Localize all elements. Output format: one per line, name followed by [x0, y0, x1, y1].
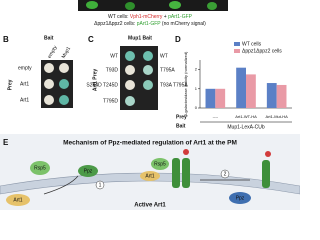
x-tick-label: Art1-Mut-HA: [266, 114, 289, 119]
colony-spot: [125, 80, 135, 90]
bar-chart: 0 1 2 ---- Art1-WT-HA Art1-Mut-HA WT cellsΔppz…: [195, 41, 292, 119]
ubiquitin: [183, 149, 189, 155]
transporter: [172, 158, 180, 188]
bar: [266, 83, 277, 108]
row-label: Art1: [20, 97, 29, 103]
ubiquitin: [265, 151, 271, 157]
colony-spot: [125, 65, 135, 75]
row-label: Art1: [20, 81, 29, 87]
row-label: T93A T795A: [160, 82, 188, 88]
caption-note: (no mCherry signal): [162, 21, 206, 27]
caption-mcherry: Vph1-mCherry: [130, 14, 163, 20]
bar: [246, 74, 256, 108]
cell: [207, 2, 217, 10]
row-label: S244D T245D: [86, 82, 118, 88]
step-marker: [220, 169, 230, 179]
row-label: T795D: [103, 98, 118, 104]
x-tick-label: ----: [213, 114, 219, 119]
step-number: 2: [224, 171, 227, 177]
transporter: [262, 160, 270, 188]
protein-label: Ppz: [236, 195, 245, 201]
row-label: WT: [110, 53, 118, 59]
protein-label: Rsp5: [154, 161, 166, 167]
panel-label: B: [3, 35, 9, 44]
page: {"header_image": { "wt_line": {"prefix":…: [0, 0, 300, 210]
legend-label: Δppz1Δppz2 cells: [242, 48, 282, 54]
y-tick-label: 1: [195, 86, 198, 91]
bait-label: Bait: [176, 123, 186, 129]
micrograph: [78, 0, 228, 11]
prey-label: Prey: [176, 114, 187, 120]
bar: [236, 67, 246, 108]
wt-caption: WT cells: Vph1-mCherry + pArt1-GFP: [108, 14, 193, 20]
caption-plus: +: [164, 14, 167, 20]
panel-label: D: [175, 35, 181, 44]
y-tick-label: 2: [195, 67, 198, 72]
caption-prefix: Δppz1Δppz2 cells:: [94, 21, 135, 27]
panel-label: C: [88, 35, 94, 44]
legend-swatch: [234, 42, 240, 46]
arrow: [43, 175, 79, 195]
rsp5: [151, 158, 169, 170]
row-label: empty: [18, 65, 32, 71]
protein-label: Art1: [145, 173, 154, 179]
prey-label: Art1 Prey: [92, 69, 98, 91]
state-label: Active Art1: [134, 203, 166, 209]
protein-label: Ppz: [84, 168, 93, 174]
bar: [215, 88, 226, 108]
art1: [6, 194, 30, 206]
step-number: 1: [99, 182, 102, 188]
y-axis-label: β-galactosidase activity (normalized): [183, 51, 188, 116]
cell: [169, 1, 181, 9]
row-label: T795A: [160, 67, 175, 73]
colony-spot: [44, 79, 54, 89]
x-tick-label: Art1-WT-HA: [235, 114, 257, 119]
row-label: T93D: [106, 67, 119, 73]
caption-gfp: pArt1-GFP: [137, 21, 162, 27]
panel-label: E: [3, 138, 9, 147]
row-label: WT: [160, 53, 168, 59]
colony-spot: [44, 63, 54, 73]
panel-title: Mechanism of Ppz-mediated regulation of …: [63, 140, 237, 147]
colony-spot: [143, 65, 153, 75]
caption-prefix: WT cells:: [108, 14, 128, 20]
transporter: [182, 158, 190, 188]
bait-label: Mup1 Bait: [128, 35, 152, 41]
legend-label: WT cells: [242, 41, 262, 47]
mutant-caption: Δppz1Δppz2 cells: pArt1-GFP (no mCherry …: [94, 21, 206, 27]
colony-spot: [143, 80, 153, 90]
y-tick-label: 0: [195, 105, 198, 110]
column-label: empty: [47, 44, 59, 59]
art1: [140, 171, 160, 181]
colony-spot: [59, 79, 69, 89]
colony-spot: [143, 51, 153, 61]
cell: [86, 1, 98, 9]
bar: [276, 84, 287, 108]
colony-spot: [125, 96, 135, 106]
ppz: [78, 165, 98, 177]
colony-spot: [59, 95, 69, 105]
prey-label: Prey: [7, 79, 13, 90]
column-label: Mup1: [61, 46, 73, 60]
figure: WT cells: Vph1-mCherry + pArt1-GFP Δppz1…: [0, 0, 300, 210]
colony-spot: [125, 51, 135, 61]
bait-value: Mup1-LexA-CUb: [227, 124, 264, 130]
bait-label: Bait: [44, 35, 54, 41]
colony-spot: [59, 63, 69, 73]
colony-spot: [44, 95, 54, 105]
bar: [205, 88, 216, 108]
caption-gfp: pArt1-GFP: [168, 14, 193, 20]
cell: [125, 2, 135, 10]
legend-swatch: [234, 49, 240, 53]
rsp5: [30, 161, 50, 175]
protein-label: Rsp5: [34, 165, 46, 171]
phosphatase: [229, 192, 251, 204]
protein-label: Art1: [13, 197, 22, 203]
step-marker: [95, 180, 105, 190]
